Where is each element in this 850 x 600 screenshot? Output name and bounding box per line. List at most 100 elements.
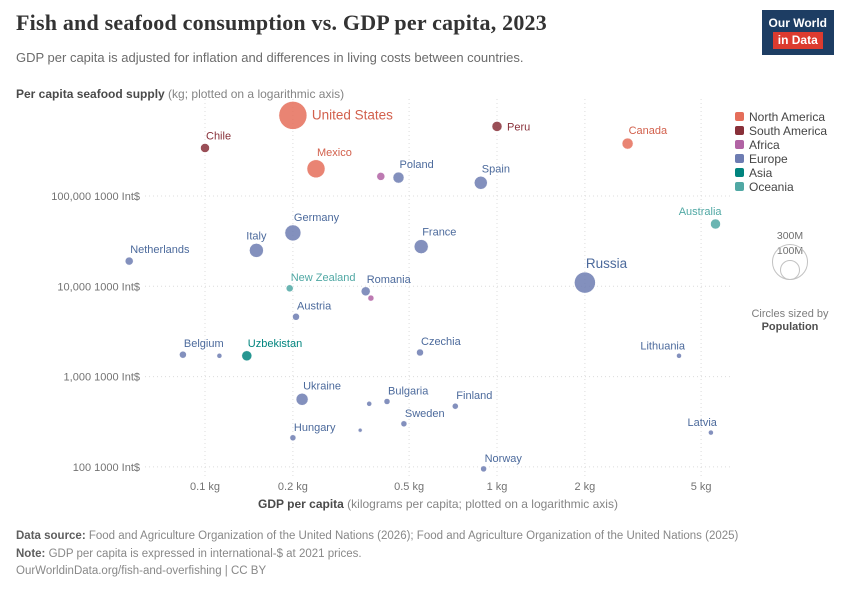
data-point-austria[interactable] [292, 313, 300, 321]
data-point-africa-point-1[interactable] [376, 172, 386, 181]
footer-source-line: Data source: Food and Agriculture Organi… [16, 528, 834, 546]
y-tick-label: 10,000 1000 Int$ [57, 281, 140, 293]
y-tick-label: 100,000 1000 Int$ [51, 191, 140, 203]
country-label-romania: Romania [367, 274, 412, 286]
country-label-czechia: Czechia [421, 336, 462, 348]
country-label-lithuania: Lithuania [640, 340, 686, 352]
legend-item-asia[interactable]: Asia [735, 165, 827, 180]
country-label-ukraine: Ukraine [303, 380, 341, 392]
country-label-new-zealand: New Zealand [291, 272, 356, 284]
data-point-germany[interactable] [284, 224, 302, 242]
country-label-uzbekistan: Uzbekistan [248, 338, 302, 350]
legend-item-label: Europe [749, 151, 788, 166]
size-legend-small-circle [780, 260, 800, 280]
data-point-russia[interactable] [574, 271, 596, 294]
x-axis-title-bold: GDP per capita [258, 497, 344, 511]
data-point-italy[interactable] [249, 243, 264, 258]
country-label-canada: Canada [629, 125, 668, 137]
footer-source-label: Data source: [16, 530, 86, 542]
data-point-latvia[interactable] [708, 429, 714, 436]
legend-swatch-asia [735, 168, 744, 177]
data-point-finland[interactable] [452, 402, 459, 410]
chart-footer: Data source: Food and Agriculture Organi… [16, 528, 834, 581]
legend-item-europe[interactable]: Europe [735, 151, 827, 166]
data-point-spain[interactable] [474, 176, 488, 190]
footer-note-label: Note: [16, 547, 46, 560]
footer-note-text: GDP per capita is expressed in internati… [45, 547, 362, 560]
legend-item-oceania[interactable]: Oceania [735, 179, 827, 194]
country-label-austria: Austria [297, 300, 332, 312]
country-label-chile: Chile [206, 131, 231, 143]
country-label-latvia: Latvia [688, 417, 718, 429]
data-point-australia[interactable] [710, 218, 721, 230]
footer-source-text: Food and Agriculture Organization of the… [85, 530, 739, 542]
data-point-poland[interactable] [392, 171, 405, 184]
size-legend: 300M 100M Circles sized by Population [750, 226, 830, 333]
legend-item-label: Asia [749, 165, 773, 180]
data-point-chile[interactable] [200, 143, 210, 153]
chart-title: Fish and seafood consumption vs. GDP per… [16, 10, 547, 35]
region-legend: North America South America Africa Europe As… [735, 110, 827, 194]
data-point-europe-point-2[interactable] [366, 401, 372, 407]
x-tick-label: 1 kg [487, 481, 508, 493]
country-label-sweden: Sweden [405, 408, 445, 420]
legend-item-south-america[interactable]: South America [735, 123, 828, 138]
country-label-norway: Norway [485, 453, 523, 465]
data-point-norway[interactable] [480, 465, 487, 473]
country-label-australia: Australia [679, 206, 723, 218]
legend-item-north-america[interactable]: North America [735, 110, 827, 124]
country-label-belgium: Belgium [184, 338, 224, 350]
country-label-france: France [422, 227, 456, 239]
legend-item-label: Africa [749, 137, 780, 152]
data-point-europe-point-3[interactable] [357, 427, 363, 433]
data-point-new-zealand[interactable] [285, 284, 294, 293]
data-point-ukraine[interactable] [295, 393, 309, 406]
owid-logo[interactable]: Our World in Data [761, 10, 834, 55]
x-tick-label: 5 kg [691, 481, 712, 493]
owid-logo-line2: in Data [772, 32, 823, 49]
data-point-hungary[interactable] [289, 434, 297, 442]
data-point-united-states[interactable] [278, 101, 308, 130]
size-legend-caption-bold: Population [761, 321, 819, 333]
x-axis-title-rest: (kilograms per capita; plotted on a loga… [343, 497, 618, 511]
legend-item-label: Oceania [749, 179, 794, 194]
country-label-russia: Russia [586, 256, 628, 271]
legend-item-label: South America [749, 123, 828, 138]
legend-swatch-south-america [735, 126, 744, 135]
data-point-europe-point-1[interactable] [216, 353, 223, 359]
country-label-finland: Finland [456, 390, 492, 402]
data-point-romania[interactable] [360, 286, 371, 297]
footer-note-line: Note: GDP per capita is expressed in int… [16, 546, 834, 564]
data-point-bulgaria[interactable] [383, 398, 391, 405]
data-point-uzbekistan[interactable] [241, 350, 253, 362]
data-point-lithuania[interactable] [676, 353, 682, 359]
x-axis-title: GDP per capita (kilograms per capita; pl… [145, 497, 731, 511]
data-point-mexico[interactable] [306, 159, 326, 179]
x-tick-label: 0.1 kg [190, 481, 220, 493]
y-tick-label: 100 1000 Int$ [73, 462, 140, 474]
country-label-italy: Italy [246, 230, 267, 242]
x-tick-label: 0.2 kg [278, 481, 308, 493]
size-legend-caption: Circles sized by [751, 308, 829, 320]
owid-logo-line1: Our World [768, 16, 827, 30]
legend-item-africa[interactable]: Africa [735, 137, 827, 152]
data-point-africa-point-2[interactable] [367, 294, 375, 302]
legend-swatch-oceania [735, 182, 744, 191]
data-point-czechia[interactable] [416, 348, 424, 357]
data-point-belgium[interactable] [179, 350, 187, 359]
data-point-canada[interactable] [621, 137, 634, 150]
country-label-germany: Germany [294, 212, 340, 224]
footer-cc-link[interactable]: OurWorldinData.org/fish-and-overfishing … [16, 565, 267, 577]
size-legend-big-label: 300M [776, 230, 804, 242]
chart-subtitle: GDP per capita is adjusted for inflation… [16, 50, 524, 65]
country-label-netherlands: Netherlands [130, 244, 190, 256]
legend-swatch-africa [735, 140, 744, 149]
y-axis-title: Per capita seafood supply (kg; plotted o… [16, 87, 344, 101]
data-point-france[interactable] [413, 239, 429, 254]
country-label-peru: Peru [507, 121, 530, 133]
data-point-netherlands[interactable] [124, 256, 134, 266]
data-point-sweden[interactable] [400, 420, 408, 428]
data-point-peru[interactable] [491, 121, 503, 132]
country-label-united-states: United States [312, 107, 393, 122]
